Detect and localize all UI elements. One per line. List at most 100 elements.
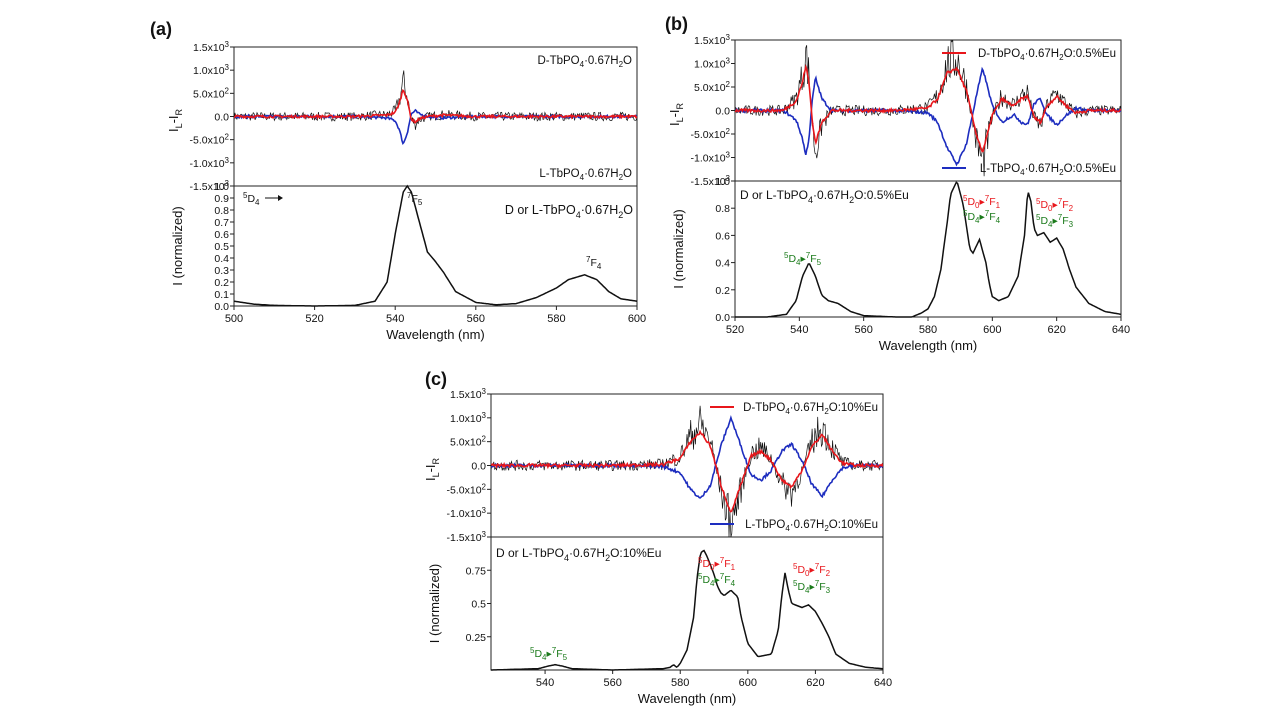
text-run: O:10%Eu xyxy=(829,519,878,531)
text-run: D or L-TbPO xyxy=(505,203,576,217)
subscript: 4 xyxy=(564,553,569,563)
xtick-label: 600 xyxy=(739,677,757,689)
subscript: 2 xyxy=(1069,204,1074,213)
text-run: O:0.5%Eu xyxy=(1064,48,1116,60)
arrow: ▸ xyxy=(1053,215,1059,227)
cpl-trace-red xyxy=(234,89,637,124)
text-run: ·0.67H xyxy=(1025,163,1060,175)
text-run: D xyxy=(967,196,975,208)
ytick-label: -1.0x103​ xyxy=(190,156,230,170)
text-run: ·0.67H xyxy=(813,188,849,202)
subscript: 2 xyxy=(618,210,623,220)
text-run: ·0.67H xyxy=(584,55,619,67)
annotation: 5​D0​▸7​F2​ xyxy=(1036,197,1074,213)
text-run: 0.0 xyxy=(214,301,229,313)
text-run: O:10%Eu xyxy=(829,402,878,414)
text-run: 640 xyxy=(874,677,892,689)
panel-label: (c) xyxy=(425,369,447,389)
text-run: 0.6 xyxy=(715,230,730,242)
text-run: O:0.5%Eu xyxy=(854,188,909,202)
xtick-label: 540 xyxy=(536,677,554,689)
text-run: 560 xyxy=(467,313,485,325)
text-run: 580 xyxy=(671,677,689,689)
ytick-label: 0.0 xyxy=(214,301,229,313)
text-run: 640 xyxy=(1112,324,1130,336)
cpl-raw-trace xyxy=(234,70,637,130)
ytick-label: 0.0 xyxy=(214,112,229,124)
x-axis-label: Wavelength (nm) xyxy=(386,327,485,342)
cpl-y-axis-label: IL​-IR​ xyxy=(166,108,184,132)
arrow: ▸ xyxy=(810,564,816,576)
subscript: 1 xyxy=(996,201,1001,210)
legend-label: D-TbPO4​·0.67H2​O:10%Eu xyxy=(743,402,878,416)
text-run: 580 xyxy=(547,313,565,325)
subscript: 2 xyxy=(1059,53,1064,62)
emission-title: D or L-TbPO4​·0.67H2​O:0.5%Eu xyxy=(740,188,909,205)
ytick-label: 0.5 xyxy=(471,599,486,611)
text-run: D or L-TbPO xyxy=(740,188,808,202)
text-run: -I xyxy=(667,109,682,117)
subscript: 4 xyxy=(1020,168,1025,177)
superscript: 3 xyxy=(726,57,731,66)
text-run: 0.0 xyxy=(715,312,730,324)
text-run: 0.9 xyxy=(214,193,229,205)
text-run: I xyxy=(166,128,181,132)
superscript: 5 xyxy=(698,556,703,565)
legend-label: D-TbPO4​·0.67H2​O xyxy=(537,55,632,69)
ytick-label: 0.6 xyxy=(214,229,229,241)
subscript: 4 xyxy=(580,173,585,182)
text-run: 540 xyxy=(536,677,554,689)
text-run: 0.0 xyxy=(471,461,486,473)
emission-title: D or L-TbPO4​·0.67H2​O xyxy=(505,203,633,220)
superscript: 7 xyxy=(1058,197,1063,206)
xtick-label: 580 xyxy=(919,324,937,336)
emission-title: D or L-TbPO4​·0.67H2​O:10%Eu xyxy=(496,546,661,563)
annotation: 5​D0​▸7​F1​ xyxy=(698,556,736,572)
subscript: 4 xyxy=(731,579,736,588)
text-run: 560 xyxy=(603,677,621,689)
text-run: 0.1 xyxy=(214,289,229,301)
text-run: 1.0x10 xyxy=(694,59,726,71)
superscript: 3 xyxy=(225,156,230,165)
text-run: 5.0x10 xyxy=(193,88,225,100)
ytick-label: -1.5x103​ xyxy=(190,179,230,193)
arrow: ▸ xyxy=(1053,199,1059,211)
text-run: Wavelength (nm) xyxy=(638,691,737,706)
text-run: -5.0x10 xyxy=(447,484,482,496)
text-run: F xyxy=(1062,215,1068,227)
subscript: 4 xyxy=(796,258,801,267)
text-run: 0.6 xyxy=(214,229,229,241)
superscript: 5 xyxy=(1036,213,1041,222)
cpl-trace-red xyxy=(491,429,883,513)
x-axis-label: Wavelength (nm) xyxy=(638,691,737,706)
superscript: 2 xyxy=(225,86,230,95)
ytick-label: 0.4 xyxy=(214,253,229,265)
superscript: 7 xyxy=(720,556,725,565)
emission-curve xyxy=(735,181,1122,318)
text-run: 620 xyxy=(1047,324,1065,336)
xtick-label: 620 xyxy=(806,677,824,689)
subscript: 4 xyxy=(785,524,790,533)
arrow: ▸ xyxy=(547,648,553,660)
ytick-label: -5.0x102​ xyxy=(447,482,487,496)
panel-2: (c)1.5x103​1.0x103​5.0x102​0.0-5.0x102​-… xyxy=(423,369,892,706)
xtick-label: 520 xyxy=(726,324,744,336)
ytick-label: 5.0x102​ xyxy=(694,80,731,94)
text-run: 1.5x10 xyxy=(694,35,726,47)
text-run: I xyxy=(423,477,438,481)
text-run: L-TbPO xyxy=(745,519,785,531)
subscript: 4 xyxy=(975,216,980,225)
subscript: 2 xyxy=(619,173,624,182)
text-run: 540 xyxy=(790,324,808,336)
ytick-label: -1.5x103​ xyxy=(447,530,487,544)
panel-label: (a) xyxy=(150,19,172,39)
xtick-label: 500 xyxy=(225,313,243,325)
ytick-label: -1.0x103​ xyxy=(447,506,487,520)
legend-label: L-TbPO4​·0.67H2​O:10%Eu xyxy=(745,519,878,533)
subscript: 4 xyxy=(597,262,602,271)
subscript: 4 xyxy=(808,195,813,205)
ytick-label: 5.0x102​ xyxy=(450,435,487,449)
text-run: ·0.67H xyxy=(790,519,825,531)
text-run: -5.0x10 xyxy=(691,129,726,141)
text-run: 0.7 xyxy=(214,217,229,229)
